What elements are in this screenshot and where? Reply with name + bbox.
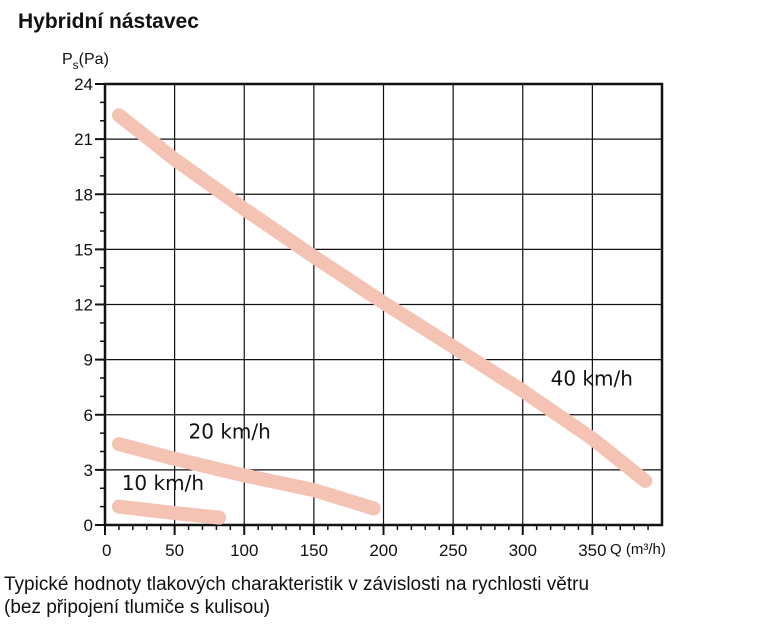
y-tick-label: 24 [74, 75, 93, 94]
series-line-2 [111, 499, 227, 525]
y-tick-label: 3 [84, 461, 93, 480]
x-tick-label: 100 [230, 541, 258, 560]
y-tick-label: 12 [74, 296, 93, 315]
y-tick-label: 18 [74, 185, 93, 204]
series-label: 40 km/h [551, 366, 633, 390]
x-tick-label: 250 [439, 541, 467, 560]
caption: Typické hodnoty tlakových charakteristik… [4, 573, 589, 619]
series-label: 20 km/h [189, 420, 271, 444]
y-axis-label: Ps(Pa) [62, 51, 109, 72]
series-line-1 [111, 437, 381, 516]
y-tick-label: 15 [74, 240, 93, 259]
series-line-0 [111, 108, 653, 488]
y-tick-label: 21 [74, 130, 93, 149]
y-tick-label: 0 [84, 516, 93, 535]
caption-line-2: (bez připojení tlumiče s kulisou) [4, 597, 271, 618]
y-tick-label: 9 [84, 351, 93, 370]
x-tick-label: 150 [300, 541, 328, 560]
series-label: 10 km/h [122, 471, 204, 495]
x-tick-label: 350 [578, 541, 606, 560]
y-tick-label: 6 [84, 406, 93, 425]
x-tick-label: 50 [165, 541, 184, 560]
x-axis-label: Q (m³/h) [610, 541, 666, 558]
x-tick-label: 200 [369, 541, 397, 560]
caption-line-1: Typické hodnoty tlakových charakteristik… [4, 574, 590, 595]
chart-title: Hybridní nástavec [18, 10, 199, 33]
x-tick-label: 300 [509, 541, 537, 560]
x-tick-label: 0 [102, 541, 111, 560]
